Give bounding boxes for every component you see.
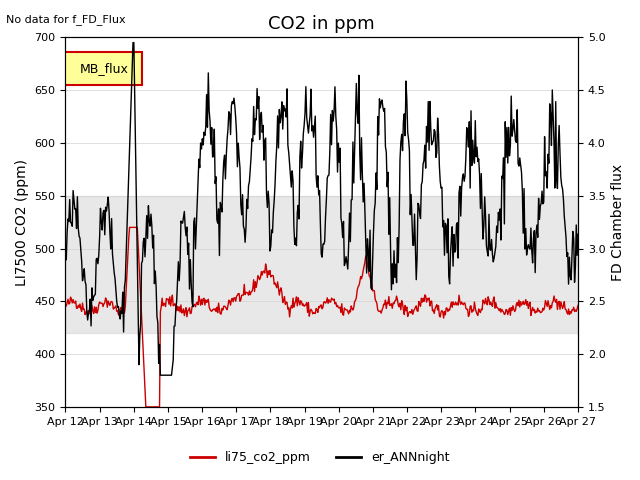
Legend: li75_co2_ppm, er_ANNnight: li75_co2_ppm, er_ANNnight (186, 446, 454, 469)
Title: CO2 in ppm: CO2 in ppm (268, 15, 375, 33)
Y-axis label: LI7500 CO2 (ppm): LI7500 CO2 (ppm) (15, 158, 29, 286)
Y-axis label: FD Chamber flux: FD Chamber flux (611, 164, 625, 281)
Text: MB_flux: MB_flux (79, 62, 128, 75)
FancyBboxPatch shape (65, 52, 142, 85)
Text: No data for f_FD_Flux: No data for f_FD_Flux (6, 14, 126, 25)
Bar (65, 196, 578, 333)
